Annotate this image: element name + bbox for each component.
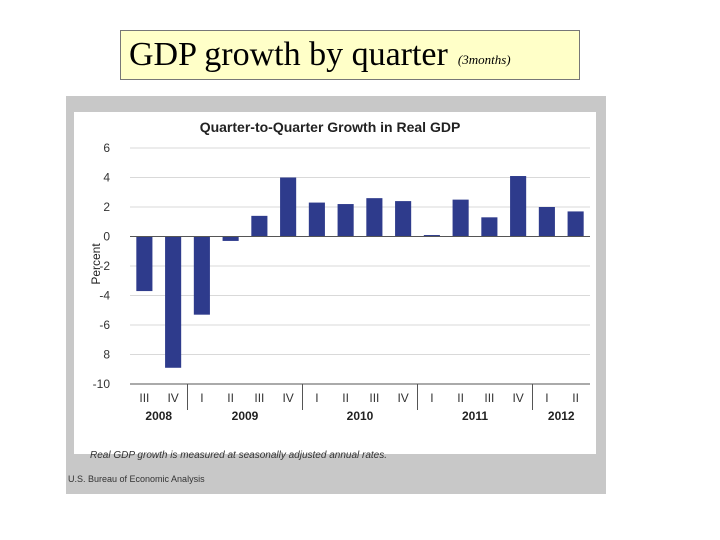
bar	[510, 176, 527, 237]
y-tick-label: -2	[99, 259, 110, 273]
bar	[567, 211, 584, 237]
y-tick-label: 0	[103, 230, 110, 244]
x-tick-label: III	[484, 391, 494, 405]
bar	[251, 215, 268, 237]
x-tick-label: II	[342, 391, 349, 405]
bar	[481, 217, 498, 237]
bar	[337, 204, 354, 237]
x-tick-label: III	[139, 391, 149, 405]
bar	[308, 202, 325, 237]
year-label: 2009	[232, 409, 259, 423]
bar	[395, 201, 412, 237]
x-tick-label: I	[545, 391, 548, 405]
y-tick-label: 8	[103, 348, 110, 362]
y-tick-label: 2	[103, 200, 110, 214]
bar	[136, 236, 153, 292]
x-tick-label: IV	[397, 391, 408, 405]
bar	[280, 177, 297, 237]
x-tick-label: I	[430, 391, 433, 405]
slide-title-box: GDP growth by quarter (3months)	[120, 30, 580, 80]
axis-layer	[130, 236, 590, 410]
year-label: 2012	[548, 409, 575, 423]
x-tick-label: II	[457, 391, 464, 405]
x-tick-label: II	[227, 391, 234, 405]
y-tick-label: -6	[99, 318, 110, 332]
bar	[222, 236, 239, 241]
slide-title: GDP growth by quarter	[129, 36, 448, 73]
bar	[165, 236, 182, 368]
x-tick-label: III	[254, 391, 264, 405]
y-tick-label: 6	[103, 141, 110, 155]
x-tick-label: I	[315, 391, 318, 405]
y-tick-label: -10	[93, 377, 111, 391]
chart-footnote: Real GDP growth is measured at seasonall…	[90, 450, 388, 461]
chart-panel: Quarter-to-Quarter Growth in Real GDP Pe…	[74, 112, 596, 461]
chart-source: U.S. Bureau of Economic Analysis	[68, 474, 205, 484]
x-tick-label: IV	[282, 391, 293, 405]
chart-frame: Quarter-to-Quarter Growth in Real GDP Pe…	[66, 96, 606, 494]
bar-layer	[136, 176, 584, 368]
y-tick-label: 4	[103, 171, 110, 185]
x-tick-label: IV	[512, 391, 523, 405]
x-tick-label: I	[200, 391, 203, 405]
bar	[193, 236, 210, 315]
bar	[452, 199, 469, 237]
y-axis-label: Percent	[89, 243, 103, 285]
y-tick-label: -4	[99, 289, 110, 303]
x-tick-label: III	[369, 391, 379, 405]
year-label: 2010	[347, 409, 374, 423]
x-tick-label: II	[572, 391, 579, 405]
year-label: 2008	[145, 409, 172, 423]
bar	[366, 198, 383, 237]
gdp-bar-chart: Quarter-to-Quarter Growth in Real GDP Pe…	[89, 119, 590, 423]
x-tick-label: IV	[167, 391, 178, 405]
bar	[538, 207, 555, 237]
slide-subtitle: (3months)	[457, 52, 511, 67]
chart-title: Quarter-to-Quarter Growth in Real GDP	[200, 119, 461, 135]
bar	[423, 235, 440, 237]
year-label: 2011	[462, 409, 488, 423]
